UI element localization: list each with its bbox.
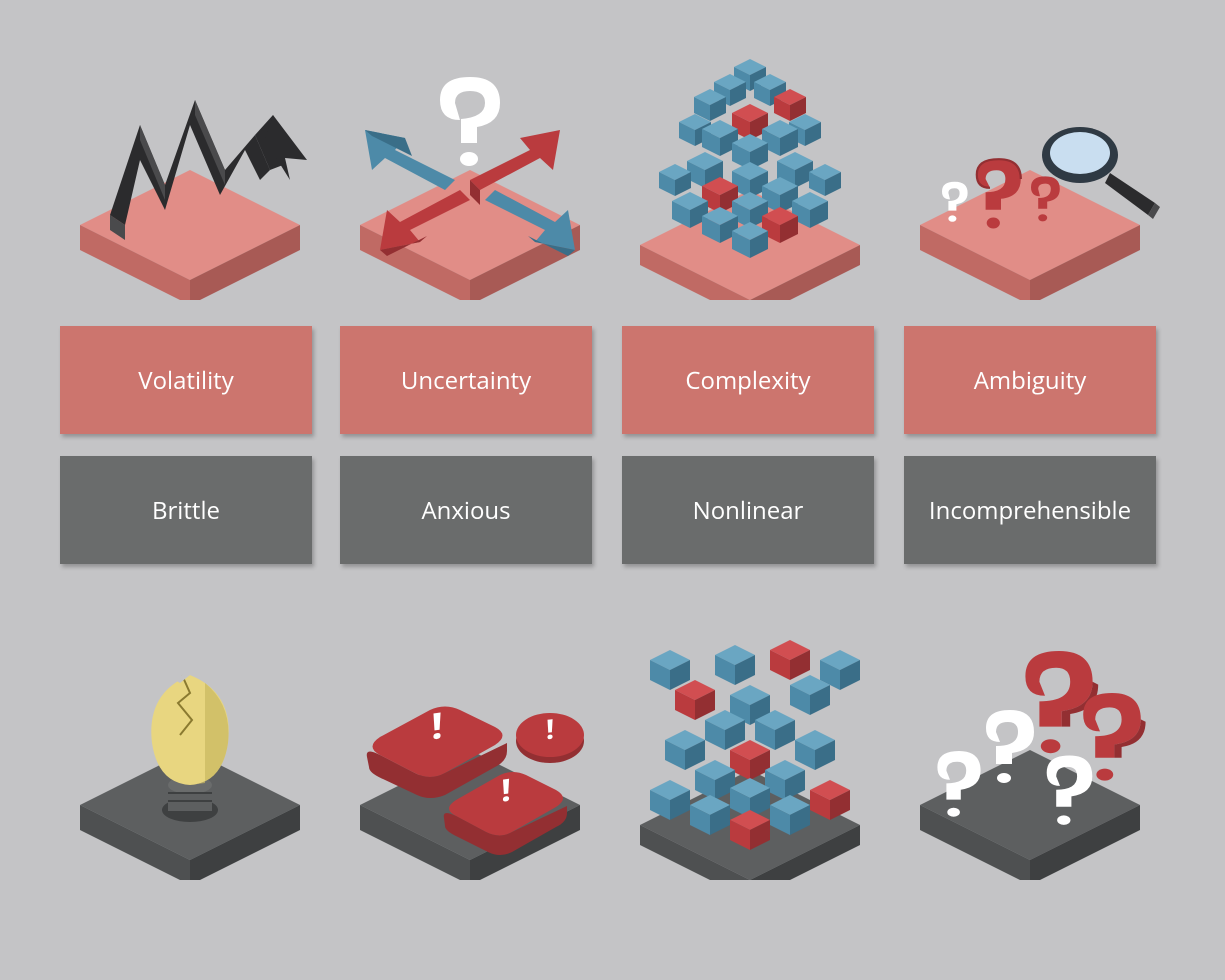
card-brittle: Brittle	[60, 456, 312, 564]
tile-uncertainty	[335, 30, 605, 300]
card-volatility: Volatility	[60, 326, 312, 434]
tile-incomprehensible	[895, 610, 1165, 880]
card-incomprehensible: Incomprehensible	[904, 456, 1156, 564]
card-label: Nonlinear	[693, 494, 804, 527]
platform-salmon	[80, 170, 300, 300]
card-label: Incomprehensible	[929, 494, 1131, 527]
svg-text:!: !	[431, 700, 443, 750]
svg-text:!: !	[501, 768, 511, 811]
card-label: Uncertainty	[401, 364, 531, 397]
svg-text:!: !	[546, 710, 555, 748]
card-label: Anxious	[421, 494, 510, 527]
card-label: Complexity	[685, 364, 810, 397]
tile-anxious: ! ! !	[335, 610, 605, 880]
tile-ambiguity	[895, 30, 1165, 300]
tile-volatility	[55, 30, 325, 300]
card-anxious: Anxious	[340, 456, 592, 564]
card-label: Brittle	[152, 494, 220, 527]
card-label: Ambiguity	[974, 364, 1087, 397]
tile-brittle	[55, 610, 325, 880]
card-ambiguity: Ambiguity	[904, 326, 1156, 434]
card-uncertainty: Uncertainty	[340, 326, 592, 434]
card-nonlinear: Nonlinear	[622, 456, 874, 564]
card-complexity: Complexity	[622, 326, 874, 434]
platform-salmon	[920, 170, 1140, 300]
tile-nonlinear	[615, 610, 885, 880]
card-label: Volatility	[138, 364, 233, 397]
infographic-stage: Volatility Uncertainty Complexity Ambigu…	[0, 0, 1225, 980]
tile-complexity	[615, 30, 885, 300]
